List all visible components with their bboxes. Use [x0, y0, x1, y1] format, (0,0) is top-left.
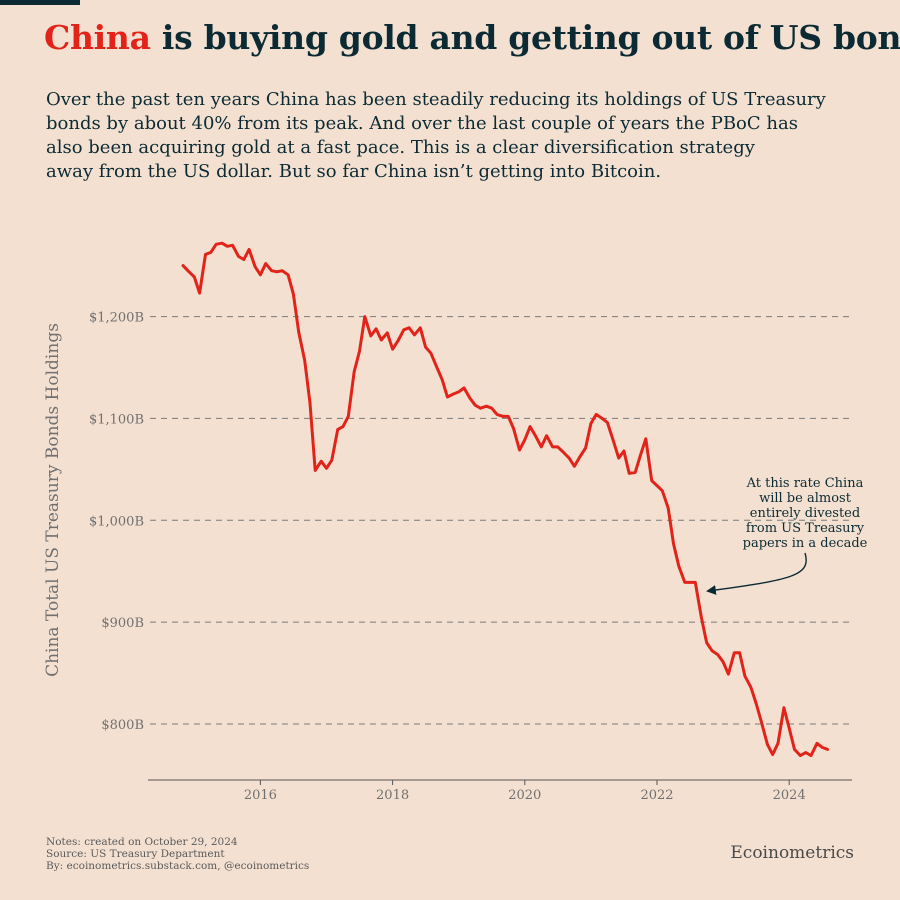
x-tick-label: 2024 — [773, 788, 806, 803]
x-axis: 2016 2018 2020 2022 2024 — [244, 780, 806, 803]
grid-layer — [150, 316, 852, 725]
title-highlight: China — [44, 18, 151, 57]
annotation-arrow — [706, 552, 807, 595]
x-tick-label: 2022 — [640, 788, 673, 803]
y-tick-label: $1,100B — [89, 412, 144, 427]
annotation-text: At this rate China will be almost entirely… — [743, 476, 868, 551]
x-tick-label: 2020 — [508, 788, 541, 803]
annotation: At this rate China will be almost entirely… — [706, 476, 868, 595]
subtitle-line: Over the past ten years China has been s… — [46, 89, 826, 110]
title-rest: is buying gold and getting out of US bon… — [150, 18, 900, 57]
y-axis: $800B $900B $1,000B $1,100B $1,200B — [89, 311, 144, 733]
y-tick-label: $800B — [101, 718, 144, 733]
y-tick-label: $900B — [101, 616, 144, 631]
subtitle-line: away from the US dollar. But so far Chin… — [46, 161, 662, 182]
annotation-line: from US Treasury — [746, 521, 865, 536]
page-title: China is buying gold and getting out of … — [44, 18, 900, 57]
x-tick-label: 2018 — [376, 788, 409, 803]
x-tick-label: 2016 — [244, 788, 277, 803]
brand-logo-text: Ecoinometrics — [730, 843, 854, 863]
y-tick-label: $1,200B — [89, 311, 144, 326]
notes-line: Notes: created on October 29, 2024 — [46, 836, 238, 848]
footer-notes: Notes: created on October 29, 2024 Sourc… — [46, 836, 309, 872]
top-accent-bar — [0, 0, 80, 5]
annotation-line: papers in a decade — [743, 536, 868, 551]
annotation-line: At this rate China — [746, 476, 864, 491]
series-line — [181, 241, 829, 758]
subtitle: Over the past ten years China has been s… — [46, 88, 846, 184]
notes-line: Source: US Treasury Department — [46, 848, 225, 860]
y-tick-label: $1,000B — [89, 514, 144, 529]
data-points — [182, 243, 828, 756]
subtitle-line: bonds by about 40% from its peak. And ov… — [46, 113, 798, 134]
annotation-line: entirely divested — [750, 506, 860, 521]
annotation-line: will be almost — [759, 491, 852, 506]
y-axis-label: China Total US Treasury Bonds Holdings — [43, 323, 63, 677]
subtitle-line: also been acquiring gold at a fast pace.… — [46, 137, 755, 158]
notes-line: By: ecoinometrics.substack.com, @ecoinom… — [46, 860, 310, 872]
